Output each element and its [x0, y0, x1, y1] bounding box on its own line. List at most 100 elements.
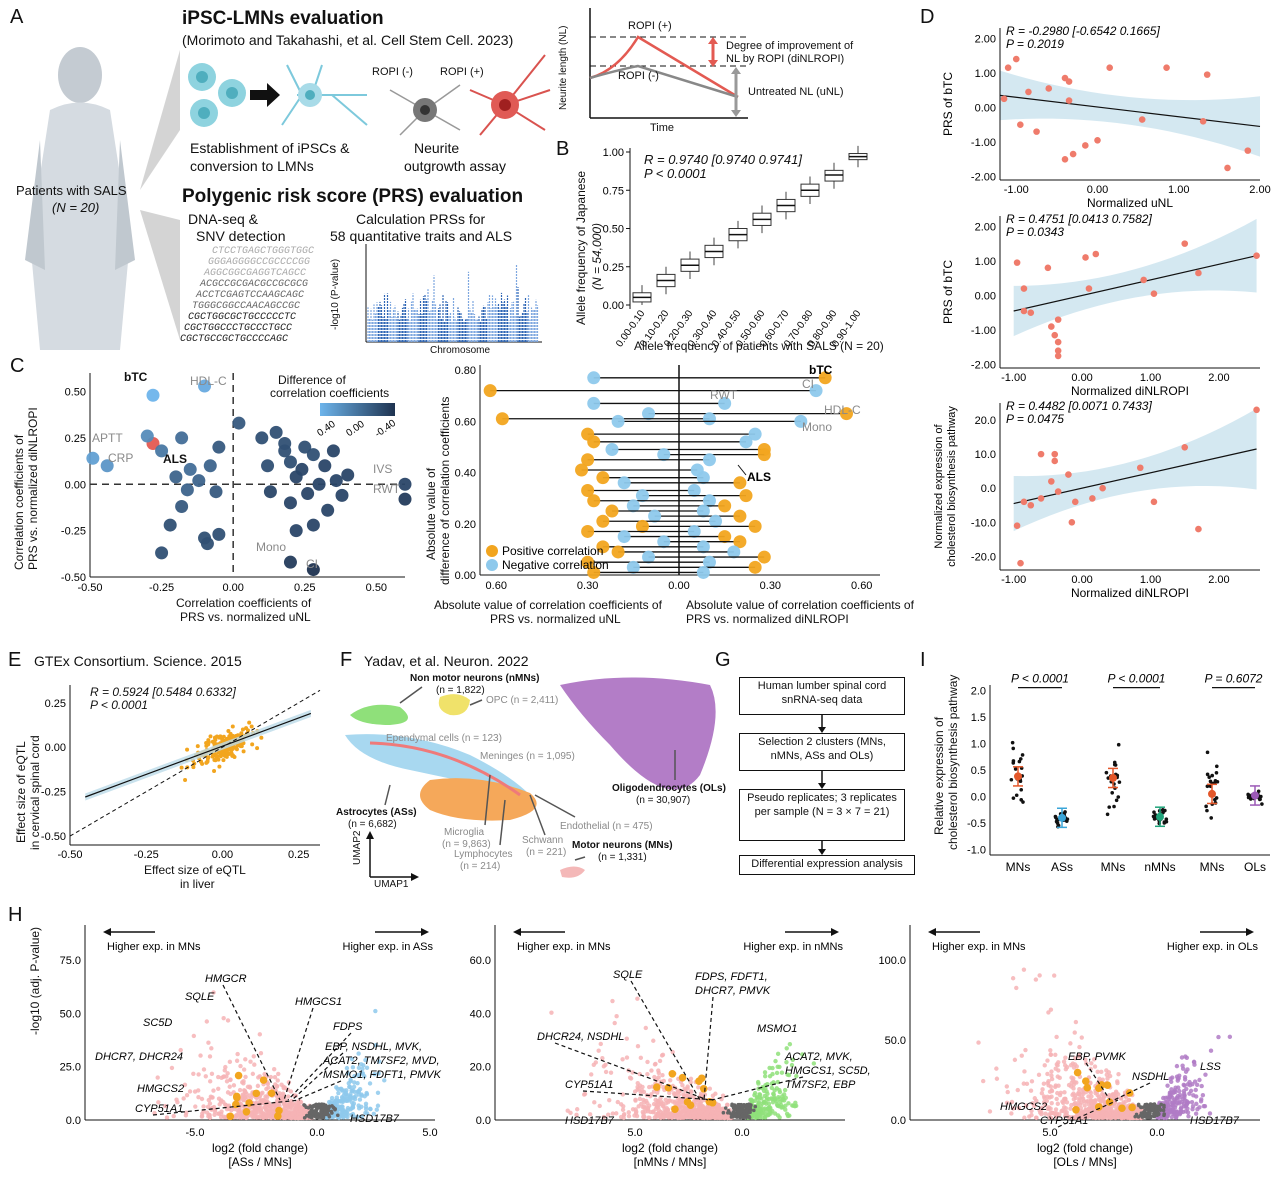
- h-point-left: [1059, 1108, 1064, 1114]
- i-point: [1209, 816, 1214, 820]
- h-point-left: [1068, 1063, 1074, 1068]
- c2-xtick: 0.60: [851, 580, 872, 592]
- h-point-right: [1173, 1085, 1178, 1090]
- h-point-left: [700, 1115, 705, 1120]
- e-point: [216, 757, 221, 762]
- c-point-label: bTC: [124, 370, 148, 384]
- step1-label: Establishment of iPSCs &: [190, 140, 350, 156]
- h-xlabel2: [ASs / MNs]: [228, 1155, 291, 1169]
- h-point-left: [1110, 1092, 1116, 1097]
- h-ytick: 0.0: [476, 1115, 491, 1127]
- panel-letter: A: [10, 6, 24, 28]
- h-point-left: [216, 1086, 221, 1091]
- h-point-left: [224, 1079, 230, 1084]
- h-point-right: [341, 1092, 347, 1098]
- c-point: [212, 440, 226, 454]
- cluster-epen: Ependymal cells (n = 123): [386, 733, 502, 744]
- i-point: [1011, 746, 1016, 751]
- volcano-ols: Higher exp. in MNs Higher exp. in OLs 100.…: [878, 925, 1260, 1169]
- h-point-left: [1061, 1059, 1067, 1064]
- h-point-left: [692, 1110, 698, 1115]
- c-xtick: -0.25: [149, 582, 174, 594]
- c2-point-right: [739, 489, 753, 503]
- c-xlabel2: PRS vs. normalized uNL: [180, 610, 311, 624]
- h-point-right: [1197, 1077, 1202, 1083]
- i-point: [1213, 779, 1218, 783]
- g-step-3: Pseudo replicates; 3 replicates per samp…: [739, 789, 905, 841]
- cluster-mic-n: (n = 9,863): [442, 839, 491, 850]
- h-point-left: [1088, 1090, 1093, 1095]
- c-point-label: RWT: [373, 482, 401, 496]
- h-point-left: [656, 1102, 662, 1107]
- c2-legend-pos-swatch: [486, 545, 498, 557]
- d-point: [1195, 525, 1202, 533]
- c2-label: bTC: [809, 363, 833, 377]
- d-stat-p: P = 0.0475: [1006, 412, 1064, 426]
- h-point-right: [1180, 1066, 1186, 1071]
- i-point: [1011, 759, 1016, 763]
- h-point-right: [335, 1098, 340, 1103]
- cluster-endo: Endothelial (n = 475): [560, 821, 653, 832]
- h-gene-point: [652, 1083, 661, 1091]
- c2-point-left: [642, 550, 656, 564]
- c2-point-right: [739, 435, 753, 449]
- neurite-graphic: [389, 54, 551, 136]
- h-point-left: [257, 1032, 263, 1037]
- i-point: [1164, 817, 1169, 821]
- h-point-left: [1048, 1048, 1053, 1053]
- h-point-left: [1043, 1111, 1048, 1116]
- h-gene-point: [697, 1074, 706, 1083]
- h-point-left: [1009, 1099, 1015, 1105]
- h-point-left: [290, 1103, 295, 1108]
- h-point-right: [761, 1088, 767, 1094]
- h-point-left: [1037, 973, 1042, 978]
- h-point-right: [351, 1101, 357, 1106]
- h-point-left: [663, 1101, 669, 1106]
- h-gene-label: CYP51A1: [1040, 1115, 1088, 1127]
- c2-point-right: [696, 504, 710, 518]
- h-point-left: [1099, 1069, 1104, 1075]
- i-xlabel: nMNs: [1144, 860, 1175, 874]
- d-stat-r: R = -0.2980 [-0.6542 0.1665]: [1006, 24, 1160, 38]
- h-point-right: [1193, 1111, 1199, 1116]
- h-point-left: [636, 1104, 641, 1109]
- c2-point-left: [581, 483, 595, 497]
- nl-degree: Degree of improvement of: [726, 40, 854, 52]
- h-point-ns: [752, 1108, 756, 1113]
- c2-legend-pos: Positive correlation: [502, 544, 603, 558]
- h-point-right: [352, 1073, 357, 1079]
- h-point-left: [1106, 1070, 1112, 1075]
- e-ytick: 0.25: [45, 698, 66, 710]
- d-ci-band: [1000, 70, 1260, 157]
- h-point-left: [216, 1074, 221, 1080]
- c2-point-left: [587, 494, 601, 508]
- h-point-left: [243, 1074, 248, 1080]
- h-point-left: [268, 1104, 274, 1109]
- d-point: [1033, 128, 1040, 135]
- h-point-left: [722, 1115, 727, 1121]
- c2-point-right: [702, 412, 716, 426]
- h-point-left: [1113, 1108, 1118, 1114]
- h-point-right: [1192, 1079, 1198, 1084]
- h-point-left: [987, 1109, 993, 1114]
- h-xtick: 0.0: [309, 1127, 324, 1139]
- h-point-left: [222, 1115, 228, 1120]
- h-point-right: [784, 1060, 789, 1065]
- panel-letter: G: [715, 649, 731, 671]
- h-point-left: [707, 1086, 713, 1091]
- h-gene-point: [234, 1071, 243, 1080]
- h-point-right: [1185, 1100, 1191, 1105]
- i-ytick: -0.5: [967, 818, 986, 830]
- c-ytick: 0.25: [65, 433, 86, 445]
- h-point-left: [1024, 1081, 1030, 1087]
- h-point-left: [606, 1112, 611, 1117]
- h-gene-leader: [711, 1076, 804, 1101]
- h-point-left: [601, 1064, 607, 1069]
- d-point: [1082, 142, 1089, 149]
- h-point-left: [1071, 1086, 1076, 1091]
- h-point-ns: [740, 1114, 744, 1119]
- c-point: [269, 425, 283, 439]
- h-point-ns: [1153, 1105, 1158, 1109]
- b-ylabel2: (N = 54,000): [590, 222, 604, 290]
- e-point: [200, 761, 205, 766]
